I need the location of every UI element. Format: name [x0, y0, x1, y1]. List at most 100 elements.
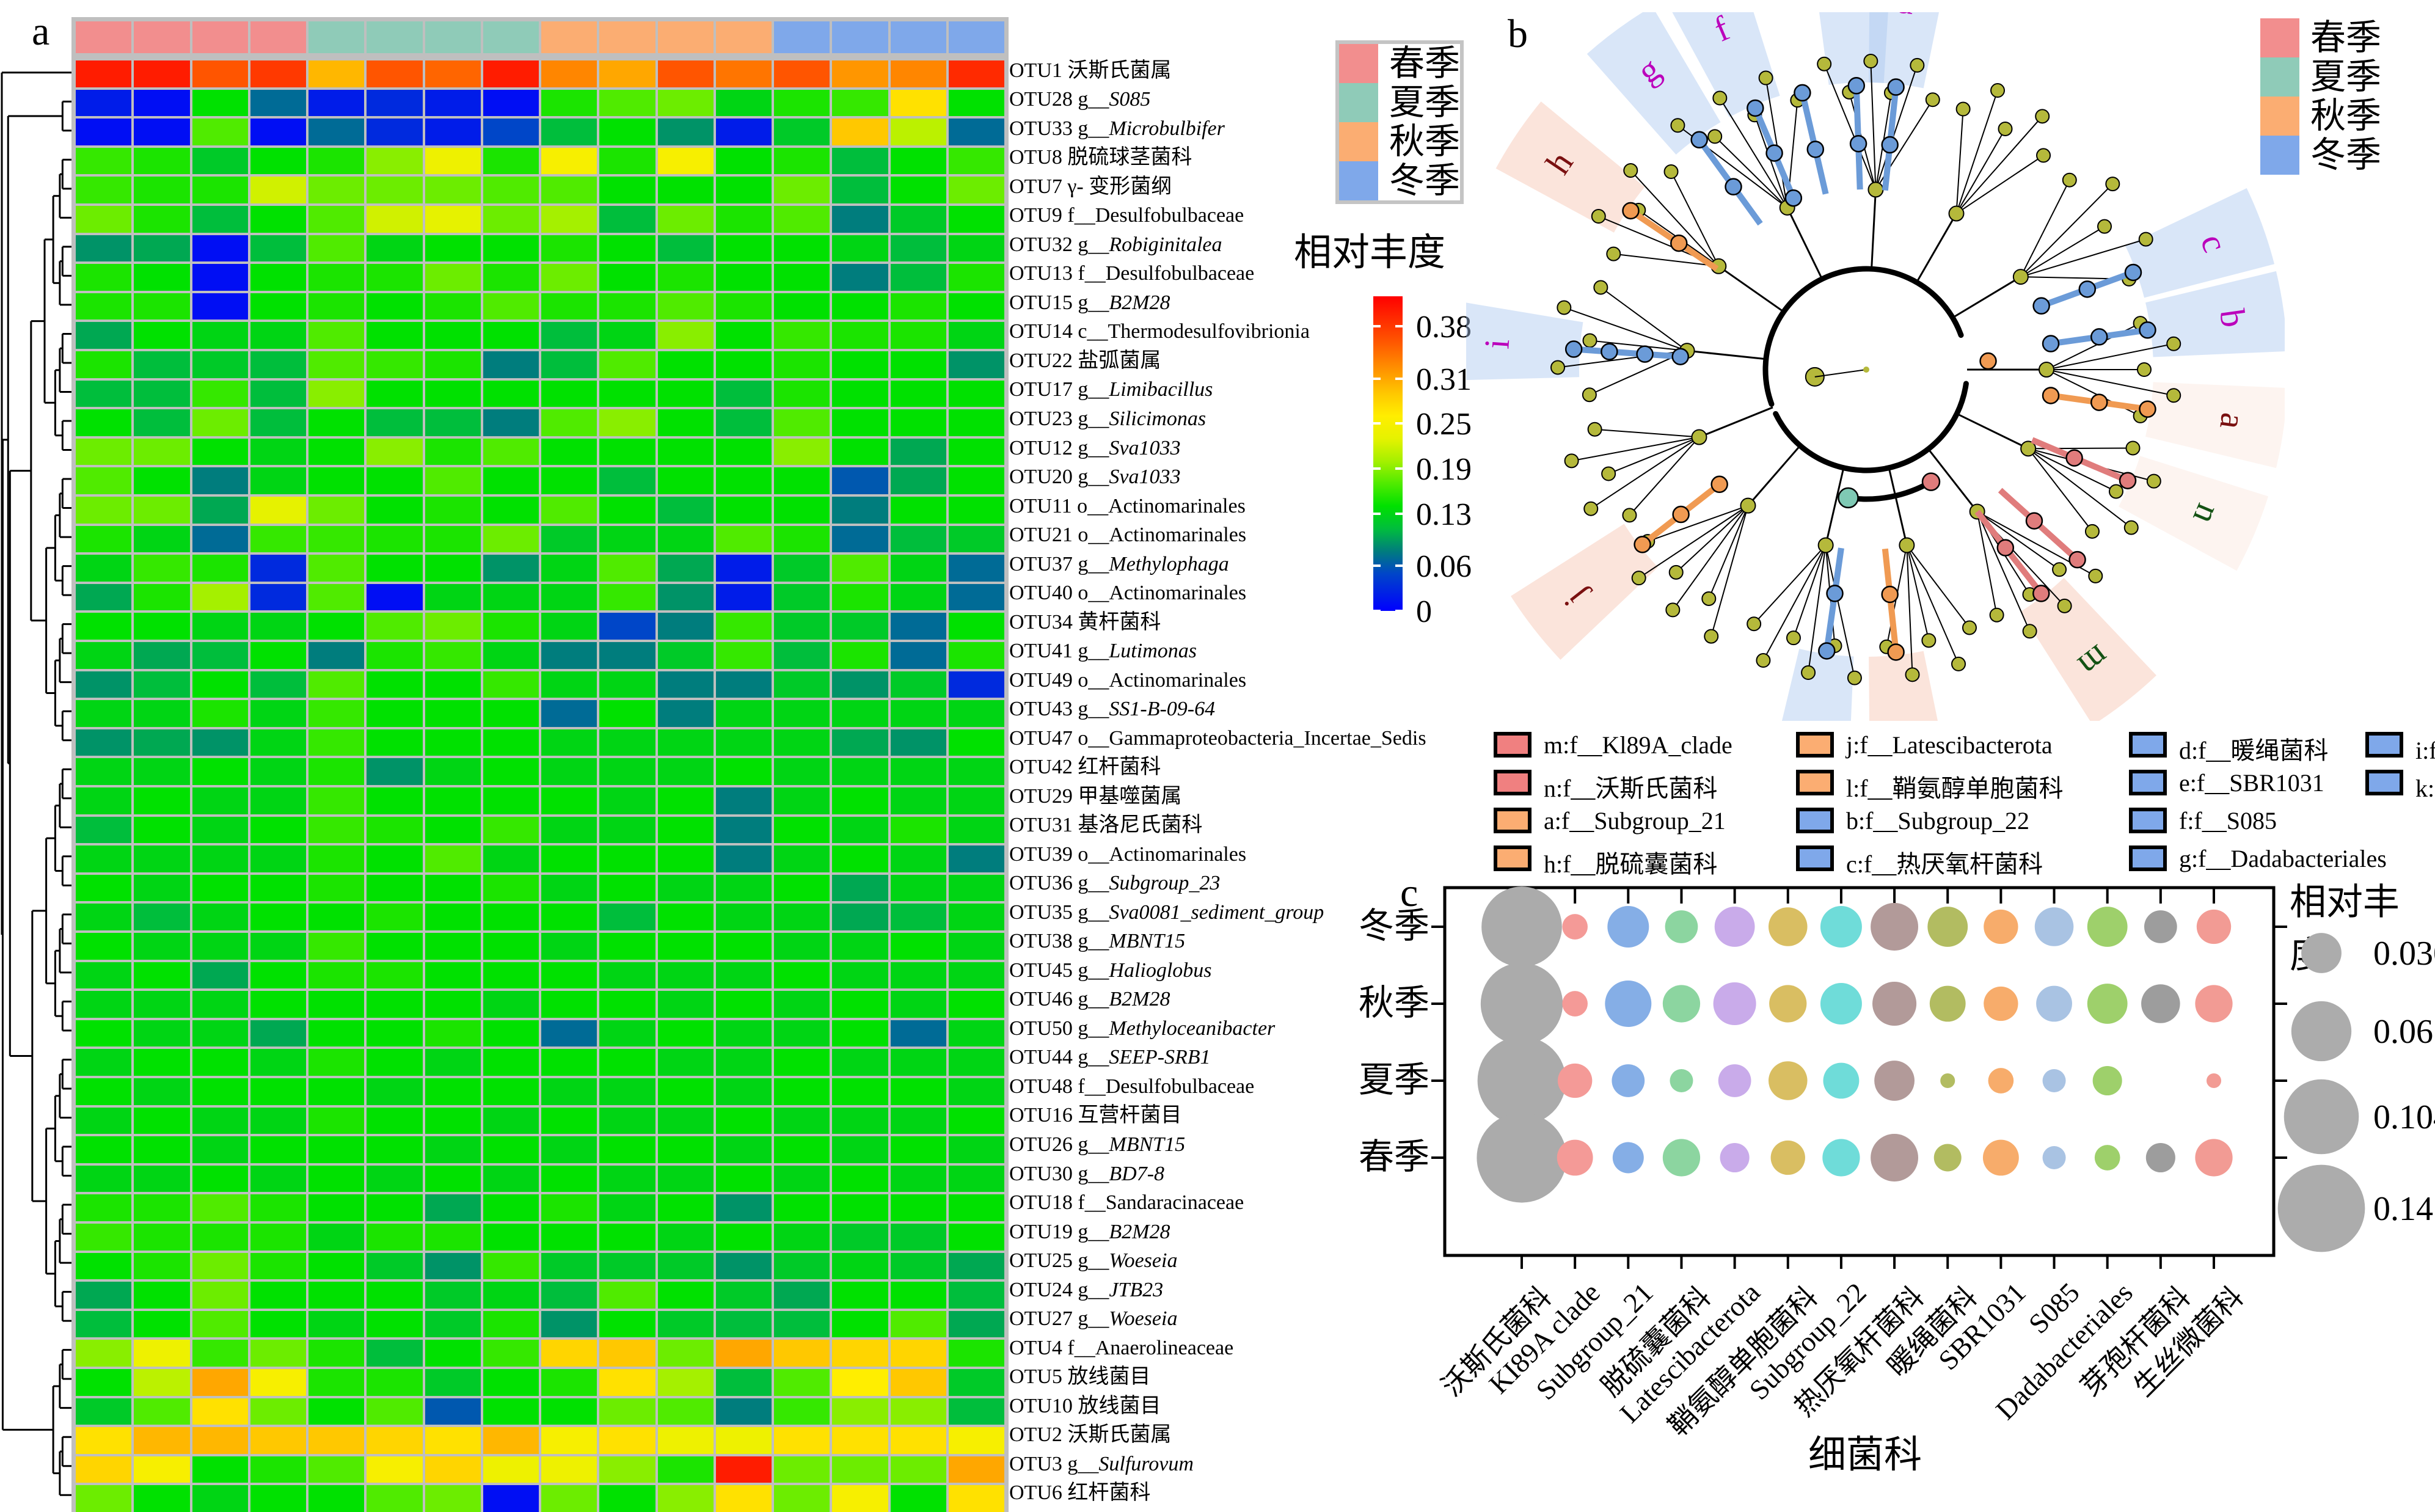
heatmap-cell: [192, 845, 248, 872]
heatmap-cell: [367, 525, 423, 553]
annotation-cell: [483, 21, 539, 53]
cladogram-leaf-node: [1622, 508, 1637, 523]
heatmap-cell: [948, 1282, 1004, 1309]
heatmap-cell: [483, 700, 539, 727]
bubble: [2034, 907, 2074, 946]
bubble: [2196, 909, 2232, 944]
heatmap-cell: [134, 409, 190, 436]
heatmap-cell: [948, 932, 1004, 960]
heatmap-cell: [832, 525, 888, 553]
heatmap-cell: [541, 1020, 597, 1047]
heatmap-cell: [774, 177, 830, 203]
heatmap-cell: [76, 1456, 132, 1483]
bubble: [1988, 1068, 2014, 1094]
heatmap-cell: [308, 845, 365, 872]
heatmap-cell: [483, 1485, 539, 1512]
heatmap-cell: [599, 1485, 655, 1512]
heatmap-row-label: OTU49 o__Actinomarinales: [1009, 668, 1247, 692]
heatmap-cell: [832, 1368, 888, 1396]
heatmap-cell: [832, 467, 888, 494]
season-legend-panel-b: 春季 夏季 秋季 冬季: [2260, 18, 2381, 175]
cladogram-cluster-node: [1887, 643, 1905, 661]
heatmap-cell: [948, 991, 1004, 1018]
heatmap-cell: [367, 235, 423, 262]
heatmap-cell: [425, 177, 481, 203]
bubble: [1662, 985, 1701, 1023]
heatmap-row-label: OTU10 放线菌目: [1009, 1394, 1161, 1417]
heatmap-cell: [308, 1456, 365, 1483]
heatmap-cell: [541, 1398, 597, 1425]
cladogram-cluster-node: [1784, 189, 1803, 207]
bubble: [1562, 914, 1588, 940]
cladogram-leaf-node: [2146, 473, 2161, 489]
heatmap-cell: [425, 758, 481, 785]
cladogram-cluster-node: [2042, 335, 2060, 352]
heatmap-cell: [483, 1427, 539, 1454]
heatmap-cell: [599, 438, 655, 466]
heatmap-cell: [76, 496, 132, 524]
heatmap-cell: [832, 1282, 888, 1309]
bubble: [2042, 1069, 2066, 1092]
heatmap-cell: [774, 380, 830, 407]
heatmap-cell: [890, 351, 946, 378]
heatmap-cell: [774, 409, 830, 436]
colorbar-tick: [1373, 325, 1381, 328]
heatmap-cell: [599, 1165, 655, 1192]
heatmap-cell: [657, 1194, 714, 1221]
heatmap-cell: [192, 700, 248, 727]
heatmap-cell: [425, 293, 481, 320]
cladogram: defghijklmnabc: [1466, 12, 2285, 721]
heatmap-cell: [541, 845, 597, 872]
heatmap-cell: [715, 787, 772, 814]
heatmap-cell: [192, 409, 248, 436]
heatmap-cell: [367, 1398, 423, 1425]
heatmap-cell: [890, 845, 946, 872]
cladogram-cluster-node: [2139, 400, 2156, 418]
heatmap-cell: [76, 525, 132, 553]
heatmap-cell: [599, 177, 655, 203]
heatmap-cell: [657, 1252, 714, 1280]
heatmap-cell: [715, 525, 772, 553]
heatmap-cell: [774, 991, 830, 1018]
heatmap-cell: [192, 60, 248, 87]
heatmap-cell: [948, 380, 1004, 407]
heatmap-cell: [367, 60, 423, 87]
cladogram-leaf-node: [2052, 562, 2067, 577]
heatmap-cell: [192, 1165, 248, 1192]
heatmap-cell: [250, 1049, 306, 1076]
heatmap-cell: [76, 962, 132, 989]
heatmap-cell: [192, 613, 248, 640]
cladogram-leaf-node: [1955, 101, 1971, 117]
heatmap-cell: [541, 380, 597, 407]
heatmap-cell: [541, 991, 597, 1018]
heatmap-cell: [948, 293, 1004, 320]
heatmap-cell: [774, 583, 830, 611]
cladogram-hub-node: [2039, 362, 2054, 378]
heatmap-cell: [715, 1107, 772, 1134]
annotation-cell: [948, 21, 1004, 53]
heatmap-cell: [599, 496, 655, 524]
heatmap-cell: [541, 1252, 597, 1280]
cladogram-cluster-node: [2090, 328, 2108, 346]
heatmap-cell: [308, 89, 365, 117]
colorbar-tick: [1395, 422, 1403, 425]
heatmap-cell: [367, 787, 423, 814]
heatmap-cell: [76, 816, 132, 844]
cladogram-hub-node: [1817, 537, 1834, 553]
heatmap-cell: [308, 932, 365, 960]
season-label: 春季: [2310, 18, 2382, 57]
cladogram-cluster-node: [2124, 263, 2142, 282]
heatmap-cell: [774, 1136, 830, 1163]
heatmap-cell: [890, 1485, 946, 1512]
heatmap-cell: [541, 641, 597, 669]
heatmap-cell: [425, 1485, 481, 1512]
heatmap-cell: [308, 177, 365, 203]
heatmap-cell: [774, 264, 830, 291]
cladogram-hub-node: [2020, 440, 2037, 457]
heatmap-cell: [715, 729, 772, 756]
heatmap-row-label: OTU22 盐弧菌属: [1009, 349, 1161, 372]
heatmap-cell: [367, 758, 423, 785]
heatmap-cell: [250, 60, 306, 87]
heatmap-cell: [483, 1456, 539, 1483]
